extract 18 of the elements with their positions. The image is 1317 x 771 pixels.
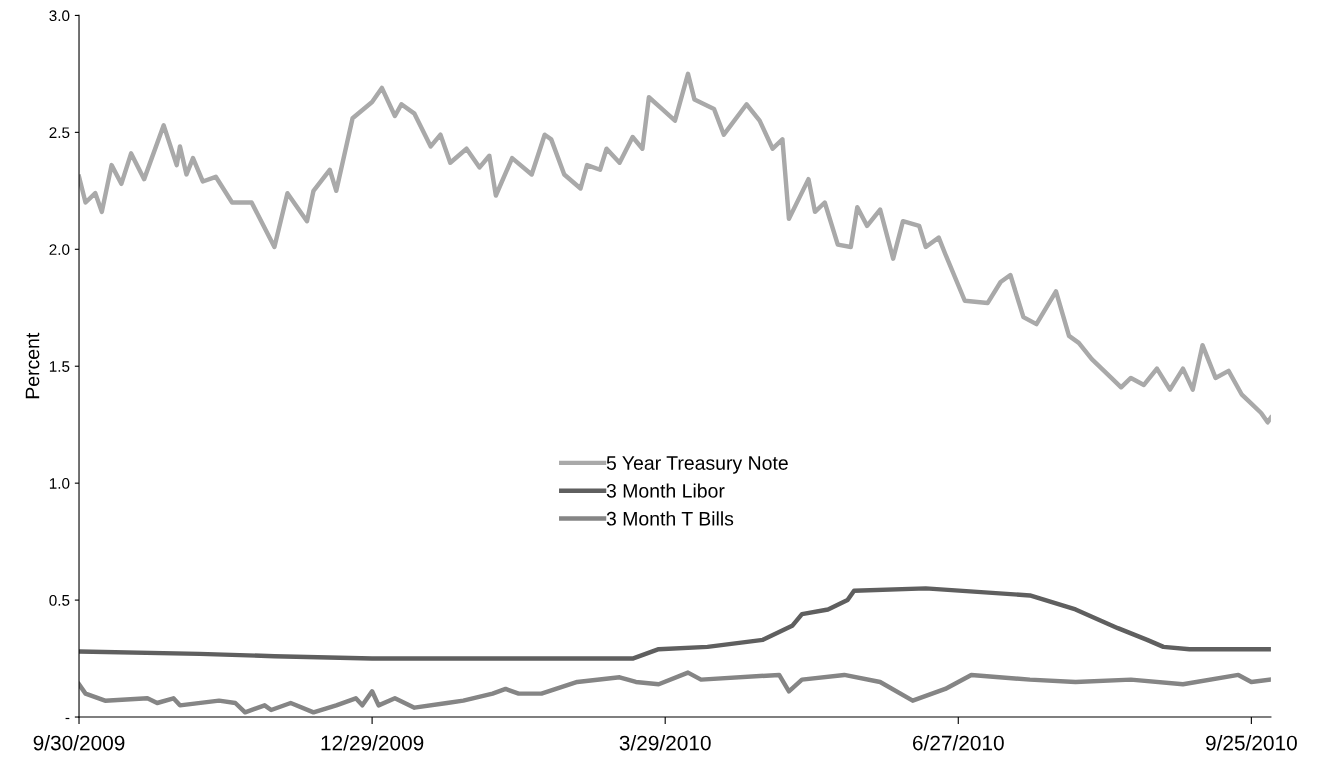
legend-label: 3 Month Libor	[606, 483, 725, 498]
x-tick-label: 9/30/2009	[33, 735, 125, 751]
line-series	[79, 71, 1271, 425]
y-tick-label: -	[65, 717, 70, 720]
legend-label: 3 Month T Bills	[606, 511, 734, 526]
y-axis-title: Percent	[25, 332, 40, 399]
y-tick-label: 0.5	[49, 594, 70, 606]
y-tick-label: 1.5	[49, 361, 70, 372]
line-series	[79, 586, 1271, 661]
y-tick-label: 3.0	[49, 10, 70, 22]
y-tick-label: 2.5	[49, 127, 70, 139]
x-tick-label: 9/25/2010	[1206, 735, 1297, 751]
x-tick-label: 12/29/2009	[321, 735, 424, 751]
x-tick-label: 6/27/2010	[913, 735, 1004, 751]
legend-label: 5 Year Treasury Note	[606, 456, 788, 474]
y-tick-label: 2.0	[49, 244, 70, 255]
y-tick-label: 1.0	[49, 478, 70, 489]
x-tick-label: 3/29/2010	[619, 735, 711, 751]
